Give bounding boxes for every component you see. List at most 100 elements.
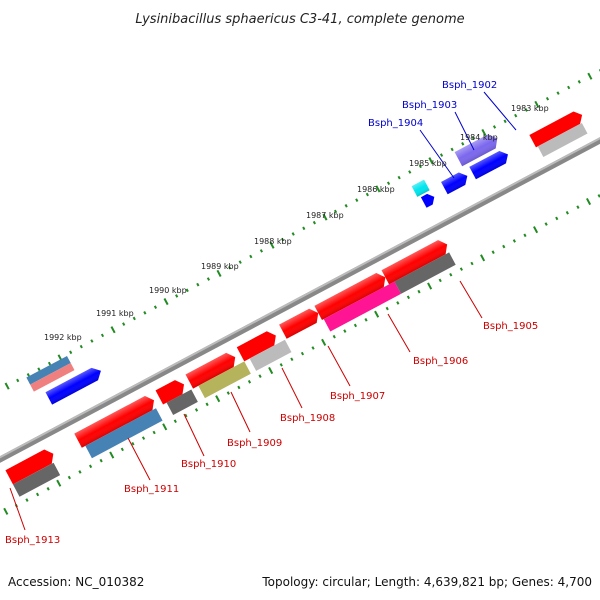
scale-tick (163, 298, 169, 306)
scale-tick (544, 222, 548, 226)
scale-tick (131, 441, 135, 446)
gene-bsph-1906[interactable] (314, 267, 401, 332)
scale-tick (215, 395, 221, 403)
scale-tick (216, 269, 222, 277)
scale-tick (26, 373, 30, 377)
scale-tick (470, 261, 474, 266)
gene-label-bsph-1903[interactable]: Bsph_1903 (402, 100, 457, 111)
gene-upper-left-blue[interactable] (45, 365, 105, 405)
genome-track (0, 68, 600, 515)
scale-tick (481, 128, 487, 137)
scale-tick (427, 282, 433, 290)
gene-bsph-1907[interactable] (279, 306, 322, 339)
forward-strand-genes (26, 109, 588, 405)
scale-labels: 1983 kbp 1984 kbp 1985 kbp 1986 kbp 1987… (44, 104, 549, 342)
scale-tick (173, 419, 177, 424)
gene-bsph-1904-cyan[interactable] (411, 179, 430, 197)
scale-tick (228, 265, 232, 270)
gene-label-bsph-1909[interactable]: Bsph_1909 (227, 438, 282, 449)
scale-tick (132, 316, 136, 321)
scale-tick (238, 260, 242, 264)
scale-tick (321, 338, 327, 346)
scale-tick (502, 244, 506, 249)
scale-tick (110, 326, 116, 334)
gene-bsph-1904[interactable] (420, 192, 437, 208)
scale-tick (249, 254, 253, 259)
scale-tick (576, 205, 580, 209)
scale-tick (247, 379, 252, 384)
scale-tick (524, 108, 528, 112)
scale-tick (78, 470, 82, 474)
scale-tick (302, 226, 306, 231)
scale-tick (100, 333, 105, 338)
gene-bsph-1908[interactable] (236, 326, 292, 374)
gene-bsph-1905[interactable] (381, 237, 458, 296)
scale-tick (438, 278, 442, 283)
scale-tick (439, 153, 444, 157)
scale-tick (4, 382, 10, 390)
gene-label-bsph-1913[interactable]: Bsph_1913 (5, 535, 60, 546)
scale-tick (503, 119, 507, 124)
scale-tick (408, 170, 412, 174)
scale-tick (69, 350, 73, 355)
scale-label: 1986 kbp (357, 185, 395, 194)
scale-tick (514, 113, 518, 118)
gene-bsph-1903[interactable] (441, 170, 471, 195)
scale-label: 1991 kbp (96, 309, 134, 318)
gene-label-bsph-1907[interactable]: Bsph_1907 (330, 391, 385, 402)
scale-label: 1983 kbp (511, 104, 549, 113)
gene-upper-right-red[interactable] (529, 109, 585, 148)
gene-bsph-1913[interactable] (5, 447, 63, 497)
gene-label-bsph-1906[interactable]: Bsph_1906 (413, 356, 468, 367)
scale-tick (25, 498, 29, 502)
scale-tick (152, 430, 156, 435)
scale-tick (534, 100, 540, 108)
gene-label-bsph-1911[interactable]: Bsph_1911 (124, 484, 179, 495)
scale-tick (586, 197, 592, 206)
reverse-strand-genes (5, 237, 458, 497)
scale-tick (492, 125, 497, 129)
gene-bsph-1902[interactable] (454, 131, 501, 167)
scale-tick (185, 288, 189, 293)
scale-tick (237, 385, 241, 390)
scale-tick (375, 185, 381, 193)
gene-label-bsph-1908[interactable]: Bsph_1908 (280, 413, 335, 424)
scale-tick (67, 475, 71, 480)
scale-tick (523, 233, 527, 238)
scale-tick (555, 216, 559, 221)
scale-tick (355, 198, 359, 202)
scale-tick (258, 374, 262, 378)
scale-tick (365, 192, 369, 197)
gene-bsph-1909[interactable] (185, 347, 251, 401)
scale-tick (226, 391, 230, 395)
accession-text: Accession: NC_010382 (8, 575, 144, 589)
gene-bsph-1911[interactable] (74, 393, 164, 460)
scale-tick (449, 272, 453, 277)
gene-label-bsph-1910[interactable]: Bsph_1910 (181, 459, 236, 470)
scale-tick (577, 80, 581, 84)
gene-bsph-1902-blue[interactable] (469, 148, 511, 180)
scale-tick (291, 232, 295, 236)
scale-tick (205, 402, 209, 407)
scale-tick (47, 361, 52, 366)
scale-tick (533, 226, 539, 234)
map-title: Lysinibacillus sphaericus C3-41, complet… (135, 12, 464, 27)
scale-tick (353, 323, 358, 328)
scale-label: 1988 kbp (254, 237, 292, 246)
gene-label-bsph-1902[interactable]: Bsph_1902 (442, 80, 497, 91)
gene-upper-left-steel[interactable] (26, 355, 75, 392)
scale-tick (450, 147, 454, 152)
scale-ticks-upper (4, 68, 600, 390)
scale-tick (333, 209, 338, 214)
scale-tick (279, 363, 283, 367)
scale-label: 1992 kbp (44, 333, 82, 342)
scale-tick (397, 175, 401, 180)
gene-bsph-1910[interactable] (155, 375, 198, 417)
gene-label-bsph-1904[interactable]: Bsph_1904 (368, 118, 423, 129)
gene-label-bsph-1905[interactable]: Bsph_1905 (483, 321, 538, 332)
scale-ticks-lower (3, 194, 600, 515)
gene-upper-right-gray[interactable] (537, 122, 588, 158)
scale-tick (417, 289, 421, 294)
scale-tick (471, 136, 475, 140)
